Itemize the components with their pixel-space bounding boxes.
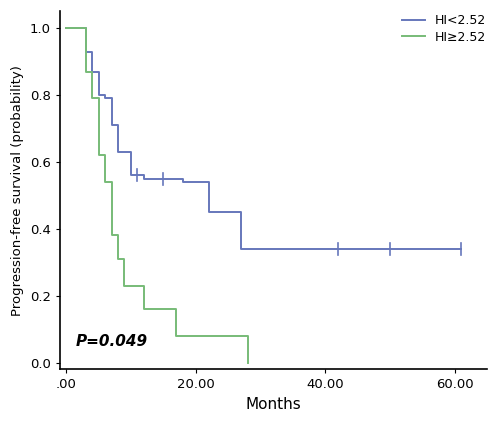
Legend: HI<2.52, HI≥2.52: HI<2.52, HI≥2.52 [398,11,490,48]
Y-axis label: Progression-free survival (probability): Progression-free survival (probability) [11,65,24,316]
X-axis label: Months: Months [246,397,302,412]
Text: P=0.049: P=0.049 [76,334,148,349]
